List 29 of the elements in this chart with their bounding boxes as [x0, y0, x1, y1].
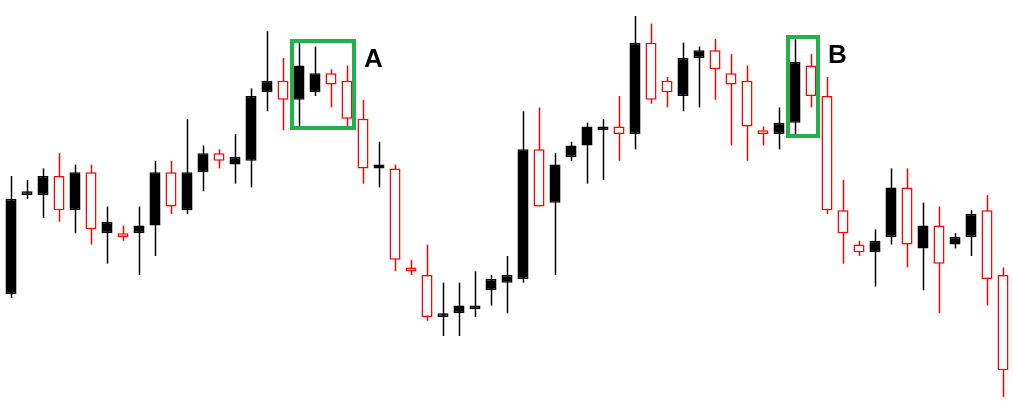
candlestick — [453, 281, 465, 337]
candlestick — [869, 228, 881, 288]
candlestick — [565, 140, 577, 162]
annotation: B — [828, 38, 847, 70]
candlestick — [965, 209, 977, 257]
candlestick — [613, 95, 625, 162]
candlestick — [261, 30, 273, 112]
candlestick — [709, 38, 721, 101]
candlestick — [469, 270, 481, 318]
candlestick — [773, 106, 785, 151]
annotation: A — [364, 42, 383, 74]
candlestick — [309, 45, 321, 97]
candlestick — [101, 205, 113, 265]
candlestick — [229, 133, 241, 185]
candlestick — [581, 121, 593, 185]
candlestick — [661, 76, 673, 109]
candlestick — [373, 140, 385, 189]
candlestick — [277, 57, 289, 132]
candlestick — [37, 167, 49, 219]
candlestick — [325, 68, 337, 109]
candlestick — [725, 53, 737, 147]
candlestick — [837, 179, 849, 265]
candlestick — [485, 274, 497, 307]
candlestick — [21, 179, 33, 200]
candlestick — [133, 205, 145, 276]
candlestick — [917, 201, 929, 292]
candlestick — [197, 144, 209, 193]
candlestick — [597, 118, 609, 181]
candlestick — [757, 125, 769, 147]
